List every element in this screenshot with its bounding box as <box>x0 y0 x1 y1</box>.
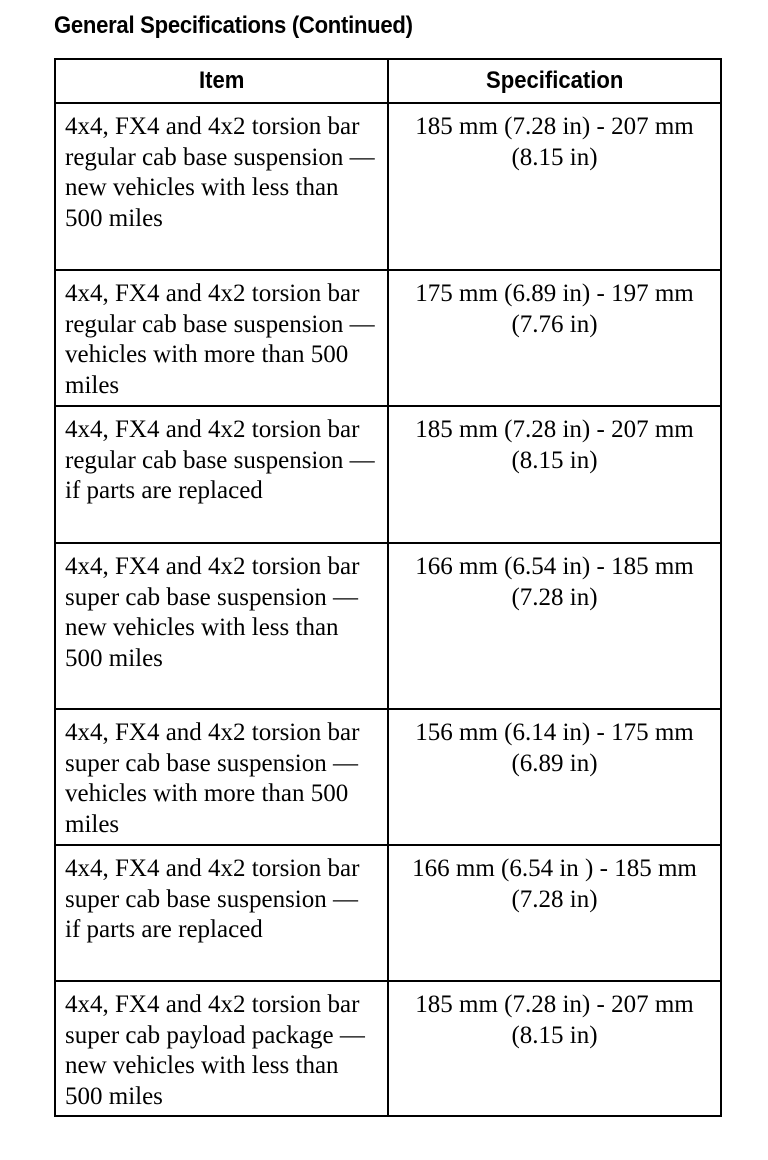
specification-cell: 175 mm (6.89 in) - 197 mm (7.76 in) <box>387 269 722 407</box>
item-cell: 4x4, FX4 and 4x2 torsion bar super cab b… <box>54 708 389 846</box>
page-title: General Specifications (Continued) <box>54 12 413 39</box>
table-row: 4x4, FX4 and 4x2 torsion bar super cab b… <box>54 708 722 846</box>
item-cell: 4x4, FX4 and 4x2 torsion bar regular cab… <box>54 102 389 271</box>
specification-cell: 185 mm (7.28 in) - 207 mm (8.15 in) <box>387 102 722 271</box>
specifications-table: Item Specification 4x4, FX4 and 4x2 tors… <box>54 58 722 1117</box>
item-cell: 4x4, FX4 and 4x2 torsion bar regular cab… <box>54 269 389 407</box>
table-row: 4x4, FX4 and 4x2 torsion bar super cab p… <box>54 980 722 1117</box>
header-item-label: Item <box>198 67 245 94</box>
header-specification-label: Specification <box>485 67 624 94</box>
table-row: 4x4, FX4 and 4x2 torsion bar super cab b… <box>54 844 722 982</box>
item-cell: 4x4, FX4 and 4x2 torsion bar super cab p… <box>54 980 389 1117</box>
table-header-row: Item Specification <box>54 58 722 104</box>
specification-cell: 166 mm (6.54 in) - 185 mm (7.28 in) <box>387 542 722 710</box>
table-row: 4x4, FX4 and 4x2 torsion bar super cab b… <box>54 542 722 710</box>
table-row: 4x4, FX4 and 4x2 torsion bar regular cab… <box>54 269 722 407</box>
specification-cell: 185 mm (7.28 in) - 207 mm (8.15 in) <box>387 405 722 544</box>
item-cell: 4x4, FX4 and 4x2 torsion bar super cab b… <box>54 542 389 710</box>
table-row: 4x4, FX4 and 4x2 torsion bar regular cab… <box>54 102 722 271</box>
specification-cell: 185 mm (7.28 in) - 207 mm (8.15 in) <box>387 980 722 1117</box>
specification-cell: 166 mm (6.54 in ) - 185 mm (7.28 in) <box>387 844 722 982</box>
header-specification: Specification <box>387 58 722 104</box>
specification-cell: 156 mm (6.14 in) - 175 mm (6.89 in) <box>387 708 722 846</box>
header-item: Item <box>54 58 389 104</box>
table-row: 4x4, FX4 and 4x2 torsion bar regular cab… <box>54 405 722 544</box>
item-cell: 4x4, FX4 and 4x2 torsion bar regular cab… <box>54 405 389 544</box>
item-cell: 4x4, FX4 and 4x2 torsion bar super cab b… <box>54 844 389 982</box>
